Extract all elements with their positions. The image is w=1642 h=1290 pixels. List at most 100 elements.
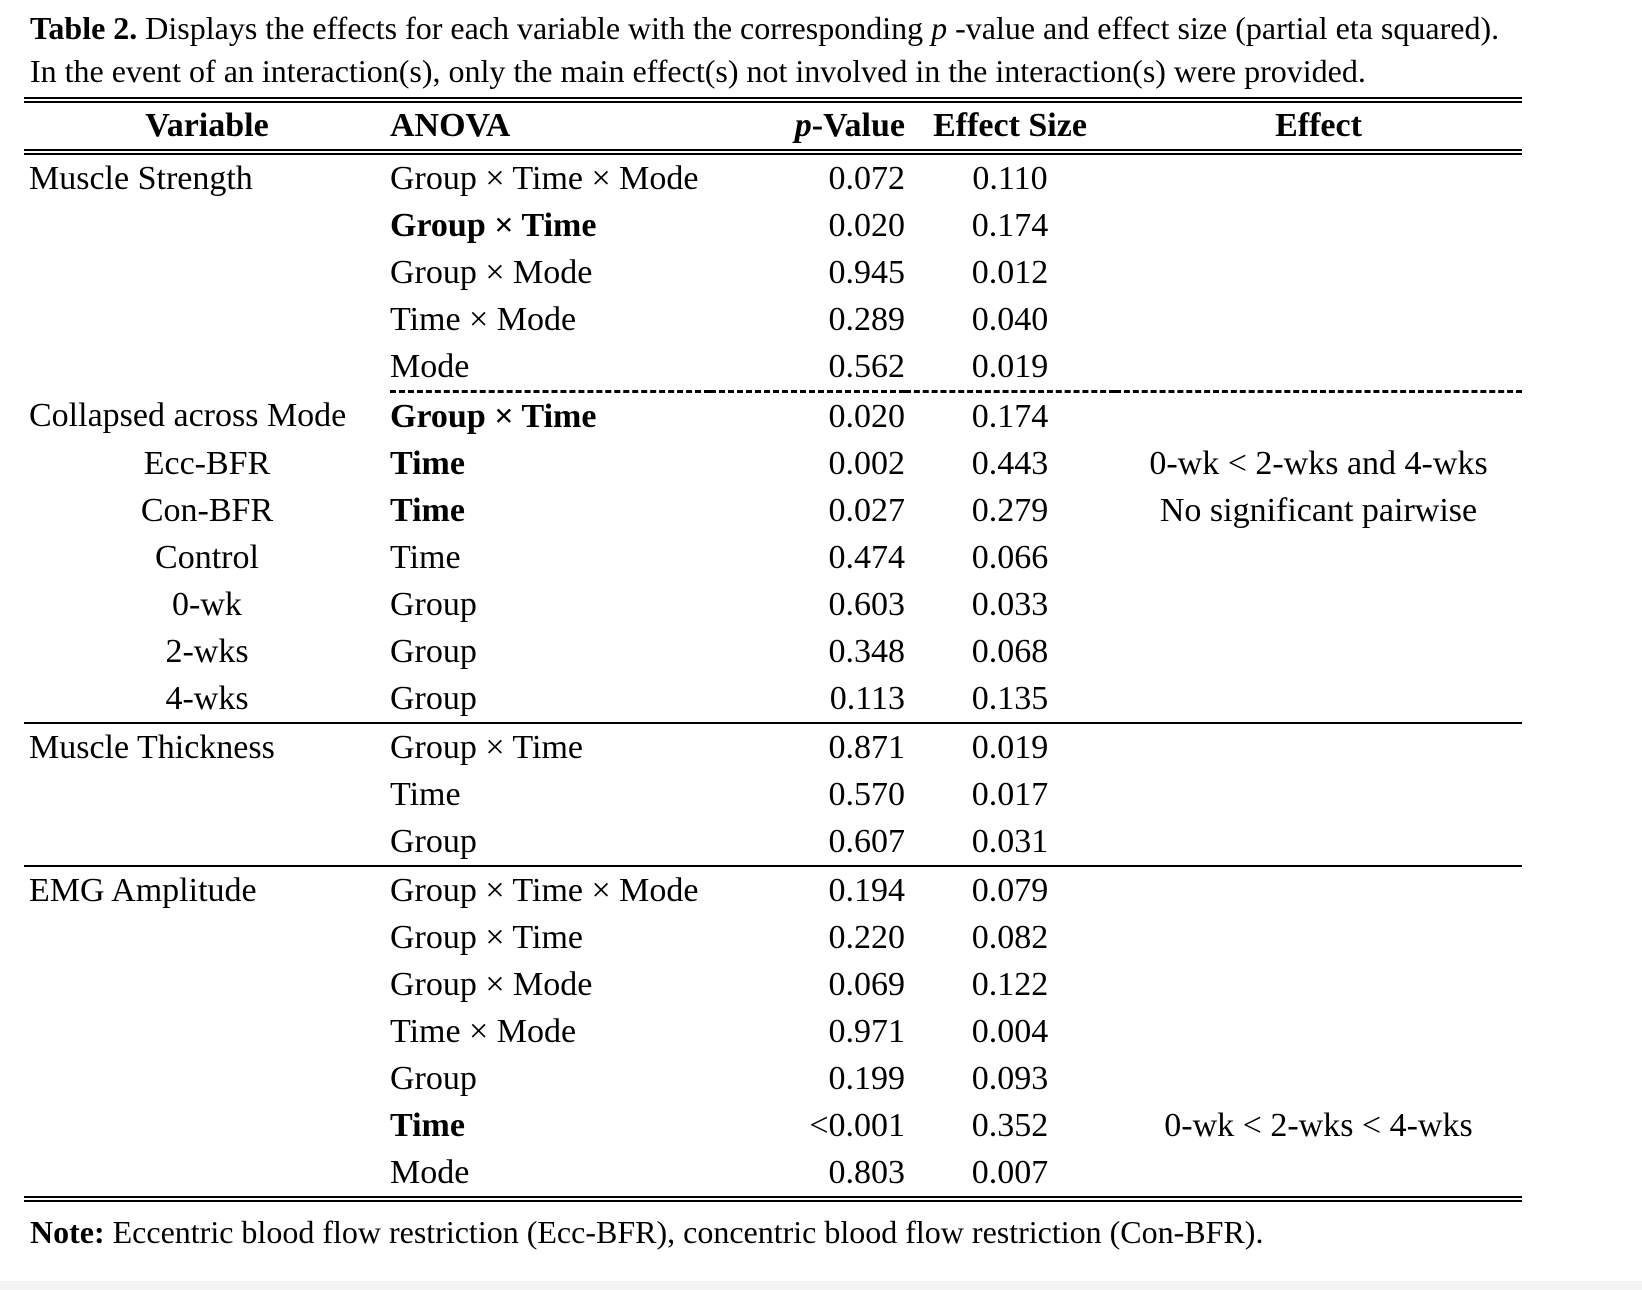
cell-anova: Mode bbox=[390, 347, 470, 385]
cell-variable bbox=[24, 1055, 390, 1102]
cell-anova: Group bbox=[390, 585, 477, 623]
cell-p-value: 0.199 bbox=[828, 1059, 906, 1097]
cell-anova: Time bbox=[390, 775, 461, 813]
caption-text-1: Displays the effects for each variable w… bbox=[137, 10, 932, 46]
cell-effect bbox=[1115, 914, 1522, 961]
cell-anova: Group bbox=[390, 822, 477, 860]
cell-effect bbox=[1115, 390, 1522, 440]
caption-label: Table 2. bbox=[30, 10, 138, 46]
table-row: Group 0.199 0.093 bbox=[24, 1055, 1522, 1102]
cell-p-value: 0.069 bbox=[828, 965, 906, 1003]
cell-effect-size: 0.031 bbox=[971, 822, 1049, 860]
cell-variable bbox=[24, 818, 390, 866]
col-header-p-value: p-Value bbox=[710, 100, 905, 152]
cell-effect-size: 0.004 bbox=[971, 1012, 1049, 1050]
cell-effect-size: 0.122 bbox=[971, 965, 1049, 1003]
cell-effect-size: 0.040 bbox=[971, 300, 1049, 338]
cell-anova: Group × Mode bbox=[390, 253, 593, 291]
cell-effect-size: 0.093 bbox=[971, 1059, 1049, 1097]
cell-variable bbox=[24, 249, 390, 296]
cell-variable: 4-wks bbox=[165, 679, 249, 717]
table-row: Muscle Strength Group × Time × Mode 0.07… bbox=[24, 152, 1522, 202]
cell-p-value: 0.607 bbox=[828, 822, 906, 860]
caption-p-italic: p bbox=[931, 10, 948, 46]
cell-effect bbox=[1115, 628, 1522, 675]
cell-anova: Group × Time bbox=[390, 918, 583, 956]
cell-variable: Ecc-BFR bbox=[143, 444, 271, 482]
cell-p-value: <0.001 bbox=[809, 1106, 905, 1144]
cell-anova: Time bbox=[390, 1106, 465, 1144]
table-row: 4-wks Group 0.113 0.135 bbox=[24, 675, 1522, 723]
cell-effect bbox=[1115, 1055, 1522, 1102]
table-row: Collapsed across Mode Group × Time 0.020… bbox=[24, 390, 1522, 440]
col-header-effect-size: Effect Size bbox=[933, 107, 1087, 144]
table-row: Group × Time 0.020 0.174 bbox=[24, 202, 1522, 249]
cell-p-value: 0.474 bbox=[828, 538, 906, 576]
cell-p-value: 0.194 bbox=[710, 865, 905, 914]
cell-variable: Con-BFR bbox=[140, 491, 274, 529]
cell-effect-size: 0.279 bbox=[971, 491, 1049, 529]
cell-effect-size: 0.110 bbox=[972, 159, 1048, 197]
cell-p-value: 0.002 bbox=[828, 444, 906, 482]
cell-variable bbox=[24, 202, 390, 249]
table-row: Time × Mode 0.971 0.004 bbox=[24, 1008, 1522, 1055]
cell-anova: Group bbox=[390, 1059, 477, 1097]
cell-effect bbox=[1115, 1008, 1522, 1055]
cell-effect-size: 0.066 bbox=[971, 538, 1049, 576]
p-value-italic-p: p bbox=[794, 107, 812, 144]
cell-effect-size: 0.019 bbox=[905, 722, 1115, 771]
table-row: 2-wks Group 0.348 0.068 bbox=[24, 628, 1522, 675]
cell-p-value: 0.871 bbox=[710, 722, 905, 771]
note-text: Eccentric blood flow restriction (Ecc-BF… bbox=[104, 1214, 1264, 1250]
cell-p-value: 0.945 bbox=[828, 253, 906, 291]
anova-results-table: Variable ANOVA p-Value Effect Size Effec… bbox=[24, 97, 1522, 1202]
cell-p-value: 0.803 bbox=[828, 1153, 906, 1191]
cell-effect-size: 0.007 bbox=[971, 1153, 1049, 1191]
table-row: Time <0.001 0.352 0-wk < 2-wks < 4-wks bbox=[24, 1102, 1522, 1149]
cell-variable bbox=[24, 343, 390, 392]
cell-anova: Group × Time × Mode bbox=[390, 865, 710, 914]
header-row: Variable ANOVA p-Value Effect Size Effec… bbox=[24, 100, 1522, 152]
cell-anova: Group bbox=[390, 632, 477, 670]
table-row: Group × Time 0.220 0.082 bbox=[24, 914, 1522, 961]
cell-variable bbox=[24, 1008, 390, 1055]
cell-variable: EMG Amplitude bbox=[24, 865, 390, 914]
cell-variable: Muscle Strength bbox=[29, 159, 253, 197]
table-row: Time 0.570 0.017 bbox=[24, 771, 1522, 818]
cell-anova: Group × Time × Mode bbox=[390, 159, 699, 197]
table-row: Time × Mode 0.289 0.040 bbox=[24, 296, 1522, 343]
cell-effect bbox=[1115, 818, 1522, 866]
table-row: Group × Mode 0.945 0.012 bbox=[24, 249, 1522, 296]
cell-effect bbox=[1115, 961, 1522, 1008]
cell-effect-size: 0.082 bbox=[971, 918, 1049, 956]
cell-p-value: 0.113 bbox=[829, 679, 905, 717]
cell-effect-size: 0.174 bbox=[905, 390, 1115, 440]
table-row: Group × Mode 0.069 0.122 bbox=[24, 961, 1522, 1008]
cell-anova: Time × Mode bbox=[390, 1012, 577, 1050]
cell-variable: Collapsed across Mode bbox=[29, 396, 347, 434]
col-header-effect: Effect bbox=[1275, 107, 1362, 144]
table-note: Note: Eccentric blood flow restriction (… bbox=[30, 1212, 1642, 1252]
cell-p-value: 0.220 bbox=[828, 918, 906, 956]
cell-p-value: 0.072 bbox=[828, 159, 906, 197]
cell-anova: Mode bbox=[390, 1153, 470, 1191]
cell-variable: 0-wk bbox=[172, 585, 242, 623]
cell-anova: Time × Mode bbox=[390, 300, 577, 338]
table-row: Control Time 0.474 0.066 bbox=[24, 534, 1522, 581]
cell-effect-size: 0.135 bbox=[971, 679, 1049, 717]
cell-effect-size: 0.352 bbox=[971, 1106, 1049, 1144]
cell-p-value: 0.570 bbox=[828, 775, 906, 813]
cell-effect bbox=[1115, 675, 1522, 723]
cell-p-value: 0.603 bbox=[828, 585, 906, 623]
table-row: Group 0.607 0.031 bbox=[24, 818, 1522, 866]
note-label: Note: bbox=[30, 1214, 105, 1250]
cell-effect bbox=[1115, 865, 1522, 914]
col-header-variable: Variable bbox=[145, 107, 269, 144]
table-row: EMG Amplitude Group × Time × Mode 0.194 … bbox=[24, 865, 1522, 914]
cell-variable bbox=[24, 1149, 390, 1199]
cell-p-value: 0.971 bbox=[828, 1012, 906, 1050]
cell-p-value: 0.020 bbox=[710, 390, 905, 440]
cell-effect: 0-wk < 2-wks and 4-wks bbox=[1149, 444, 1488, 482]
cell-variable: 2-wks bbox=[165, 632, 249, 670]
cell-p-value: 0.562 bbox=[828, 347, 906, 385]
